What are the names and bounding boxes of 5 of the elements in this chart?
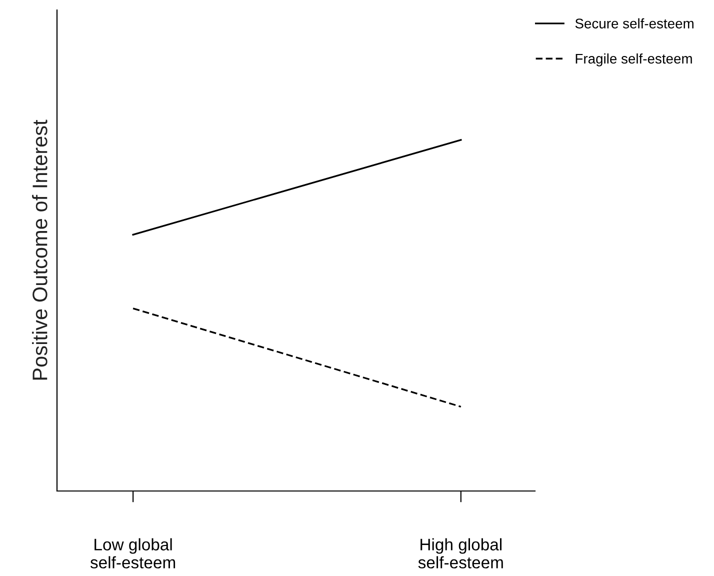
y-axis-title: Positive Outcome of Interest [32,120,48,380]
x-tick-label: Low global self-esteem [90,538,176,568]
legend-label: Fragile self-esteem [576,53,692,66]
legend-label: Secure self-esteem [575,18,694,28]
x-tick-label: High global self-esteem [418,538,503,568]
